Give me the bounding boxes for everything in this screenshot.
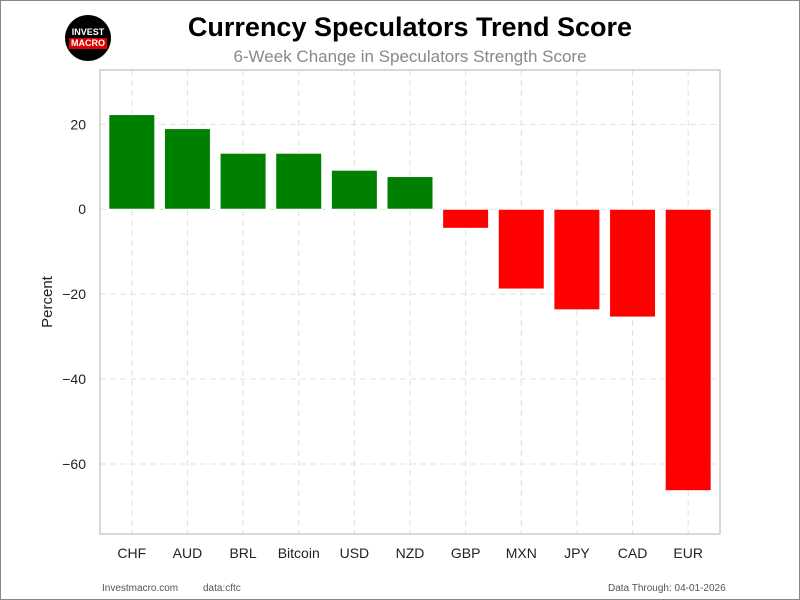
plot-area-border — [99, 69, 721, 535]
x-tick-label: BRL — [229, 545, 256, 561]
x-tick-label: GBP — [451, 545, 481, 561]
x-tick-label: CHF — [117, 545, 146, 561]
bar-usd — [330, 169, 378, 210]
bar-bitcoin — [275, 152, 323, 210]
chart-subtitle: 6-Week Change in Speculators Strength Sc… — [233, 47, 587, 66]
y-tick-label: 20 — [70, 116, 86, 132]
x-tick-label: USD — [340, 545, 370, 561]
bar-chf — [108, 114, 156, 210]
y-tick-label: −20 — [62, 286, 86, 302]
x-tick-label: EUR — [673, 545, 703, 561]
x-tick-label: MXN — [506, 545, 537, 561]
footer-date: Data Through: 04-01-2026 — [608, 583, 726, 594]
bar-nzd — [386, 176, 434, 210]
investmacro-logo: INVEST MACRO — [65, 15, 111, 61]
bar-eur — [664, 208, 712, 492]
footer-site: Investmacro.com — [102, 583, 179, 594]
y-tick-label: 0 — [78, 201, 86, 217]
y-tick-label: −40 — [62, 371, 86, 387]
x-tick-label: AUD — [173, 545, 203, 561]
bar-mxn — [497, 208, 545, 290]
footer-source: data:cftc — [203, 583, 241, 594]
bar-aud — [163, 128, 211, 210]
x-tick-label: JPY — [564, 545, 590, 561]
x-tick-label: Bitcoin — [278, 545, 320, 561]
x-tick-label: CAD — [618, 545, 648, 561]
bar-brl — [219, 152, 267, 210]
x-tick-label: NZD — [396, 545, 425, 561]
bar-gbp — [442, 208, 490, 229]
y-tick-label: −60 — [62, 456, 86, 472]
y-axis-label: Percent — [39, 275, 56, 328]
chart-title: Currency Speculators Trend Score — [187, 12, 633, 42]
bar-cad — [609, 208, 657, 318]
bar-jpy — [553, 208, 601, 311]
